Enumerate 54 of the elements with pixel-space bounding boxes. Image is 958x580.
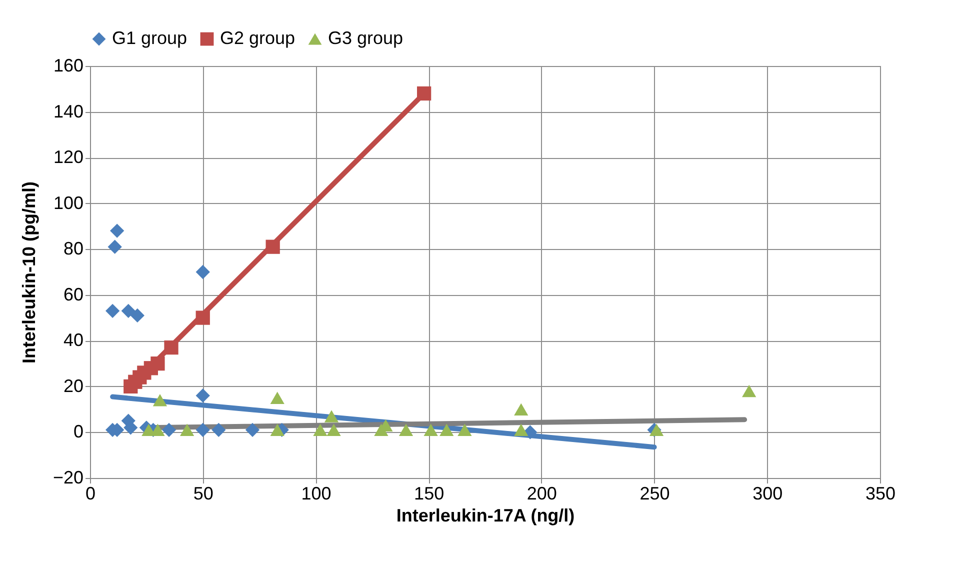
x-tick-label: 100: [301, 484, 332, 504]
point: [130, 308, 144, 323]
point: [424, 424, 438, 436]
legend-label: G1 group: [112, 28, 188, 48]
point: [121, 304, 136, 318]
point: [440, 424, 454, 436]
point: [110, 224, 124, 238]
point: [245, 422, 260, 438]
x-tick-label: 300: [752, 484, 783, 504]
point: [152, 394, 168, 406]
point: [514, 424, 528, 436]
point: [649, 424, 664, 436]
y-tick-label: 160: [53, 56, 84, 76]
point: [108, 240, 122, 254]
point: [326, 424, 341, 436]
legend-label: G3 group: [328, 28, 404, 48]
x-tick-label: 50: [193, 484, 214, 504]
point: [266, 240, 280, 254]
point: [458, 424, 472, 436]
point: [196, 422, 210, 438]
y-tick-label: 80: [63, 238, 84, 259]
point: [742, 384, 756, 398]
point: [150, 356, 165, 371]
point: [106, 304, 120, 318]
point: [162, 422, 176, 438]
y-tick-label: 140: [53, 101, 84, 122]
point: [270, 424, 284, 436]
x-tick-label: 200: [526, 484, 557, 504]
point: [324, 410, 339, 422]
y-axis-title: Interleukin-10 (pg/ml): [18, 181, 39, 364]
point: [164, 340, 178, 355]
point: [313, 424, 328, 436]
point: [196, 310, 210, 325]
point: [398, 424, 414, 436]
x-tick-label: 150: [414, 484, 444, 504]
legend-label: G2 group: [220, 28, 296, 48]
y-tick-label: 100: [53, 192, 84, 213]
y-tick-label: 0: [73, 422, 84, 442]
y-tick-label: 60: [63, 284, 84, 304]
x-tick-label: 0: [85, 484, 96, 504]
point: [416, 86, 432, 101]
y-tick-label: 20: [63, 376, 84, 396]
y-tick-label: −20: [52, 468, 84, 488]
point: [196, 264, 210, 280]
y-tick-label: 40: [63, 330, 84, 350]
point: [270, 392, 284, 404]
x-tick-label: 250: [640, 484, 670, 504]
point: [514, 403, 528, 416]
x-tick-label: 350: [865, 484, 896, 504]
y-tick-label: 120: [53, 147, 84, 168]
point: [196, 388, 210, 403]
point: [212, 422, 226, 438]
point: [180, 424, 194, 436]
x-axis-title: Interleukin-17A (ng/l): [396, 506, 575, 526]
